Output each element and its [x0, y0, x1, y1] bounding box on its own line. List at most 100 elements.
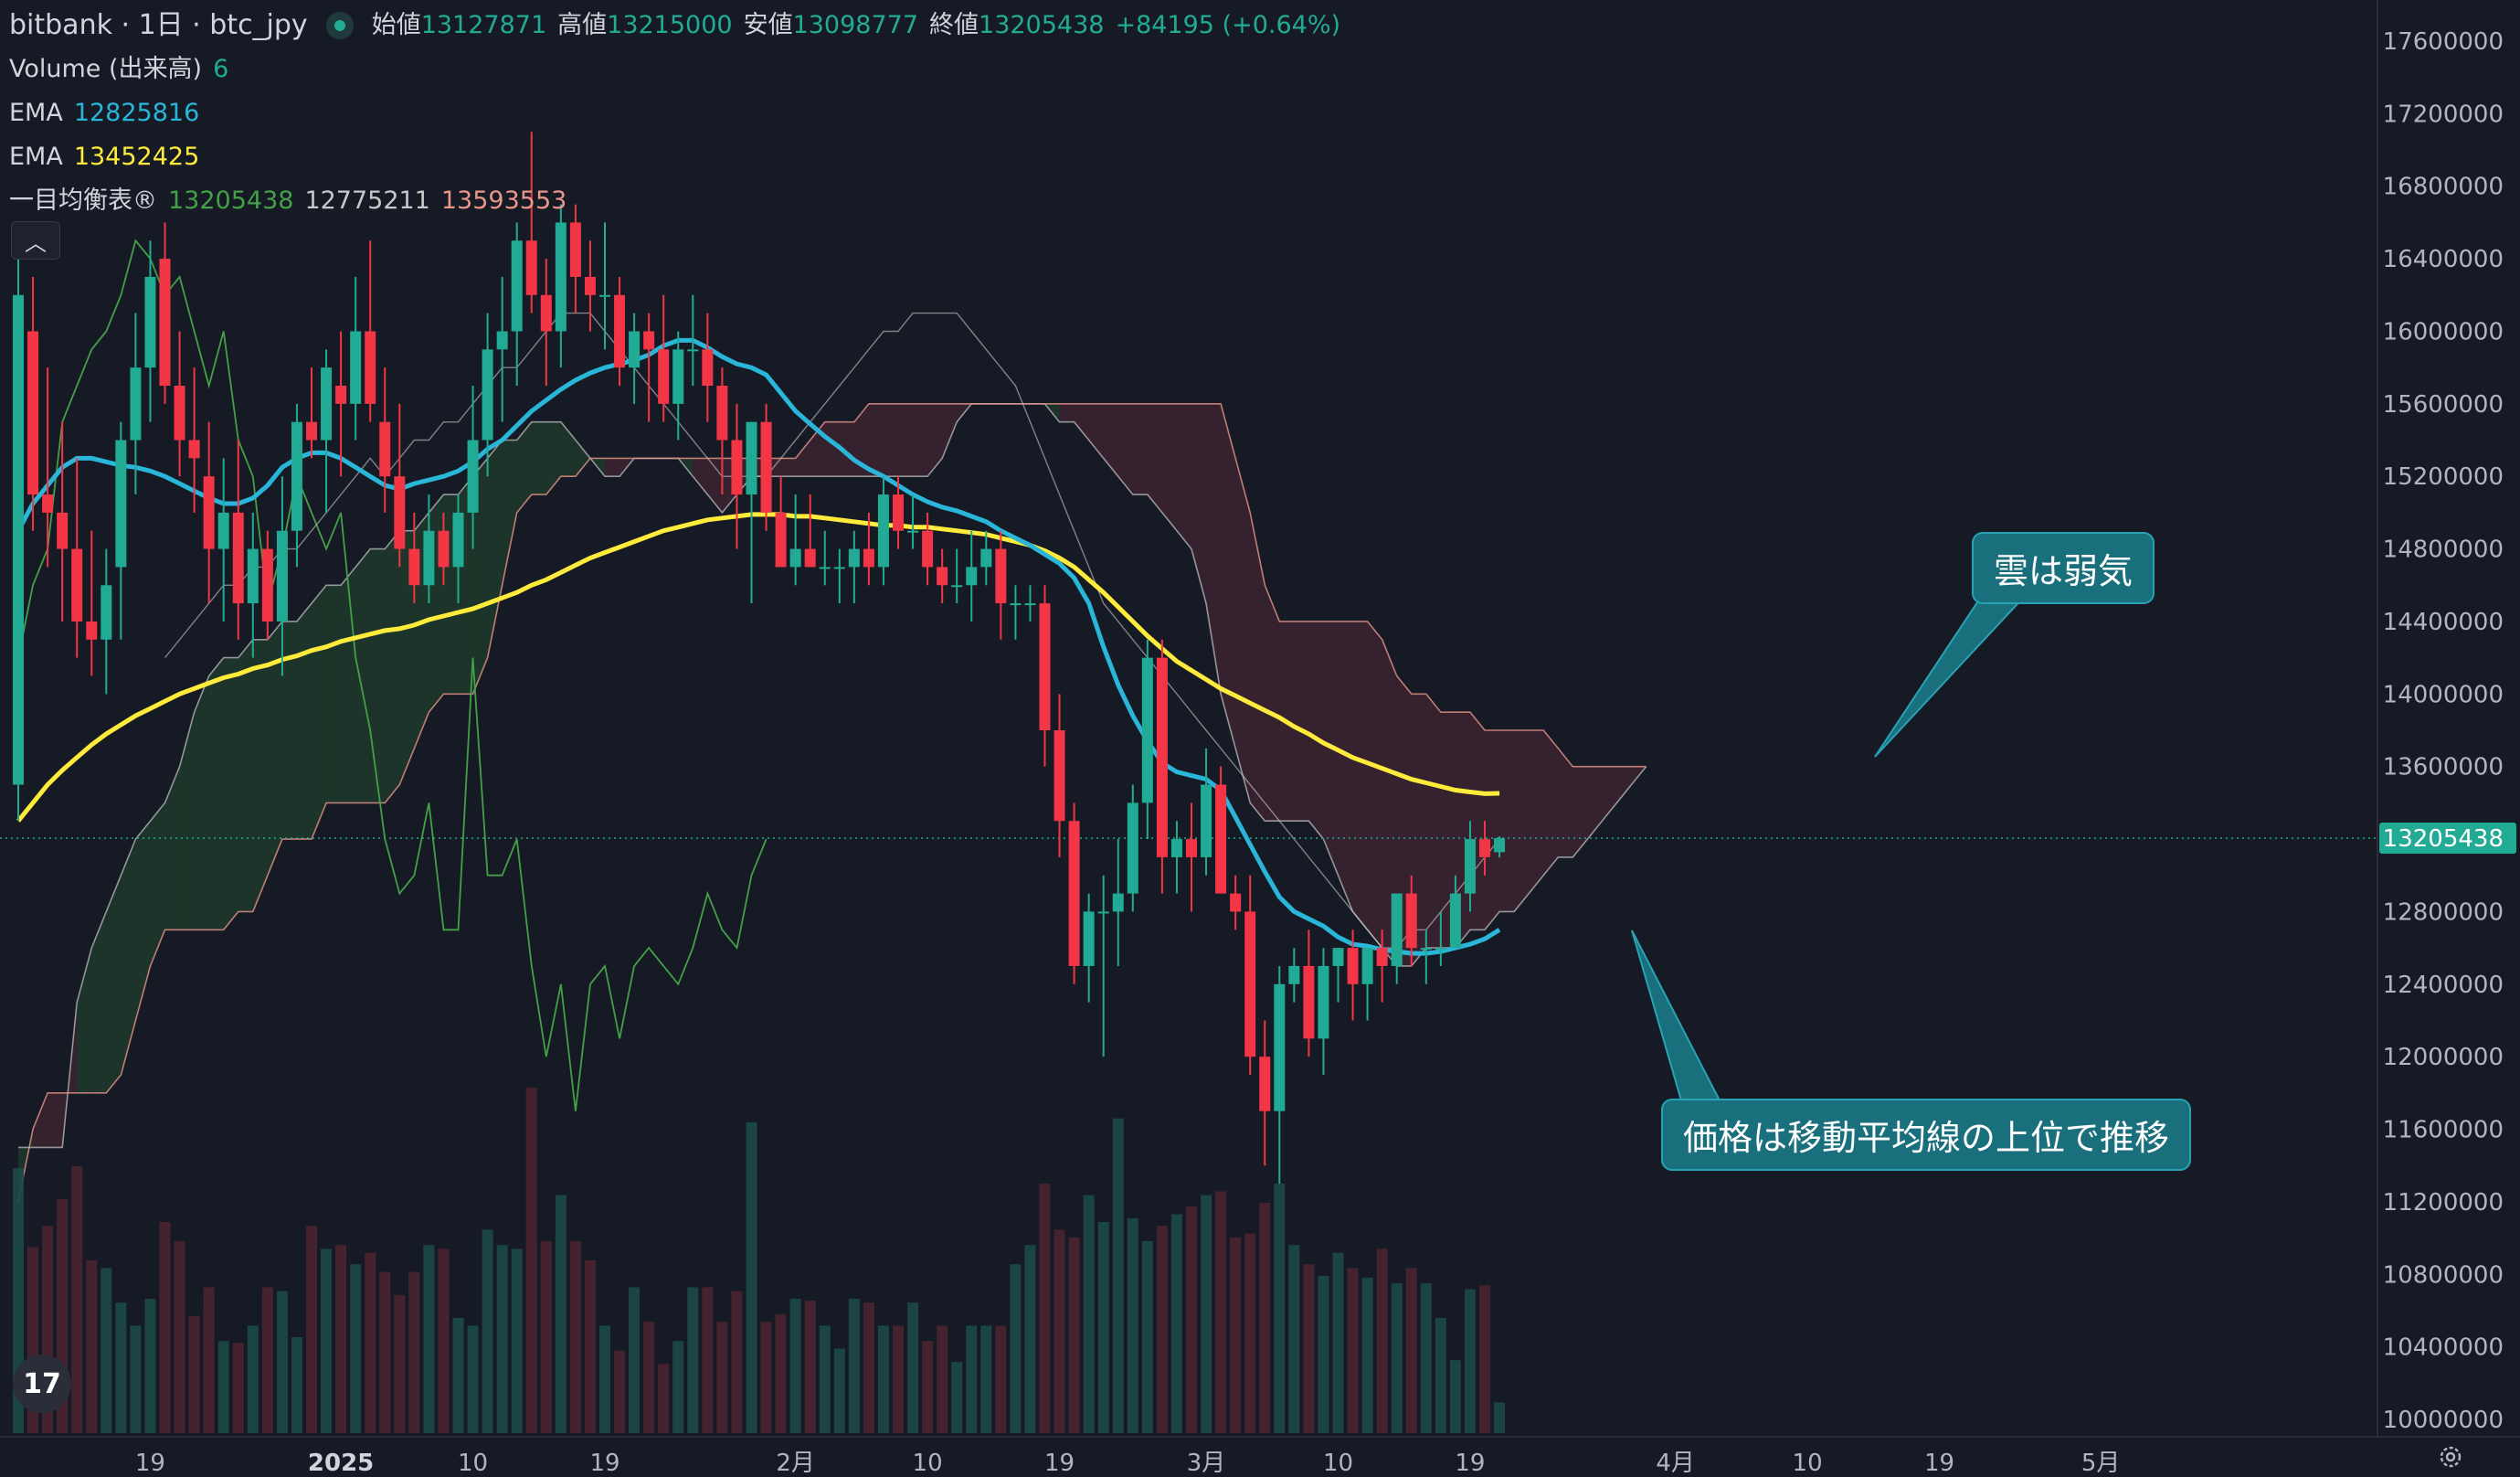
candle[interactable]	[907, 494, 919, 549]
candle[interactable]	[188, 367, 200, 513]
cloud-callout[interactable]: 雲は弱気	[1972, 532, 2155, 604]
gear-icon[interactable]	[2438, 1444, 2463, 1470]
candle[interactable]	[101, 548, 112, 695]
candle[interactable]	[995, 530, 1007, 640]
ichimoku-legend-row[interactable]: 一目均衡表® 13205438 12775211 13593553	[9, 179, 1340, 223]
candle[interactable]	[452, 494, 464, 604]
candle[interactable]	[115, 421, 127, 640]
candle[interactable]	[746, 421, 757, 604]
candle[interactable]	[1201, 748, 1212, 876]
candle[interactable]	[291, 403, 302, 568]
candle[interactable]	[599, 222, 610, 350]
candle[interactable]	[922, 512, 934, 586]
candle[interactable]	[525, 132, 537, 313]
candle[interactable]	[1318, 948, 1329, 1075]
candle[interactable]	[1244, 875, 1256, 1075]
candle[interactable]	[1127, 784, 1138, 912]
candle[interactable]	[863, 512, 874, 586]
candle[interactable]	[1420, 930, 1432, 984]
candle[interactable]	[438, 512, 450, 586]
tradingview-logo[interactable]: 17	[13, 1355, 71, 1413]
candle[interactable]	[1054, 694, 1065, 857]
candle[interactable]	[203, 421, 215, 604]
candle[interactable]	[833, 548, 845, 604]
candle[interactable]	[130, 313, 142, 495]
candle[interactable]	[1215, 766, 1227, 894]
candle[interactable]	[672, 331, 684, 441]
candle[interactable]	[1494, 836, 1506, 858]
candle[interactable]	[1274, 965, 1286, 1185]
candle[interactable]	[966, 530, 978, 622]
candle[interactable]	[276, 476, 288, 676]
candle[interactable]	[159, 222, 171, 404]
candle[interactable]	[217, 458, 229, 622]
candle[interactable]	[1156, 639, 1168, 894]
candle[interactable]	[1435, 911, 1446, 966]
candle[interactable]	[467, 386, 479, 549]
candle[interactable]	[1024, 585, 1036, 622]
candle[interactable]	[775, 476, 787, 568]
candle[interactable]	[848, 530, 860, 604]
candle[interactable]	[365, 240, 376, 422]
candle[interactable]	[482, 313, 493, 477]
candle[interactable]	[760, 403, 772, 531]
collapse-legend-button[interactable]: ︿	[11, 221, 60, 260]
candle[interactable]	[394, 403, 406, 568]
candle[interactable]	[1039, 585, 1051, 767]
candle[interactable]	[789, 494, 801, 586]
candle[interactable]	[1332, 948, 1344, 1003]
symbol-title[interactable]: bitbank · 1日 · btc_jpy	[9, 9, 308, 41]
candle[interactable]	[980, 530, 992, 586]
candle[interactable]	[1464, 821, 1476, 912]
candle[interactable]	[658, 294, 670, 422]
candle[interactable]	[1391, 893, 1403, 984]
candle[interactable]	[232, 440, 244, 640]
candle[interactable]	[1083, 893, 1095, 1003]
candle[interactable]	[1303, 930, 1315, 1057]
candle[interactable]	[247, 512, 259, 658]
candle[interactable]	[1186, 802, 1197, 912]
candle[interactable]	[1405, 875, 1417, 966]
candle[interactable]	[951, 548, 963, 604]
candle[interactable]	[57, 421, 69, 622]
candle[interactable]	[702, 313, 714, 422]
candle[interactable]	[937, 548, 948, 604]
candle[interactable]	[893, 476, 904, 549]
volume-legend-row[interactable]: Volume (出来高) 6	[9, 48, 1340, 91]
candle[interactable]	[716, 367, 728, 495]
candle[interactable]	[804, 494, 816, 568]
candle[interactable]	[321, 349, 333, 513]
candle[interactable]	[379, 367, 391, 513]
candle[interactable]	[629, 313, 641, 404]
candle[interactable]	[86, 530, 98, 676]
candle[interactable]	[350, 276, 362, 441]
candle[interactable]	[1376, 930, 1388, 1003]
candle[interactable]	[71, 458, 83, 658]
candle[interactable]	[42, 367, 54, 568]
candle[interactable]	[144, 240, 156, 422]
candle[interactable]	[13, 259, 24, 822]
candle[interactable]	[731, 403, 743, 549]
price-axis[interactable]: 17600000 17200000 16800000 16400000 16000000…	[2377, 0, 2520, 1437]
candle[interactable]	[1068, 802, 1080, 984]
candle[interactable]	[496, 276, 508, 422]
candle[interactable]	[687, 294, 699, 386]
candle[interactable]	[1097, 875, 1109, 1057]
candle[interactable]	[540, 259, 552, 386]
candle[interactable]	[555, 204, 566, 368]
candle[interactable]	[335, 331, 347, 477]
ema-fast-legend-row[interactable]: EMA 12825816	[9, 91, 1340, 135]
candle[interactable]	[423, 494, 435, 604]
candle[interactable]	[1141, 639, 1153, 840]
candle[interactable]	[1259, 1020, 1271, 1166]
candle[interactable]	[1170, 821, 1182, 894]
candle[interactable]	[1230, 875, 1242, 930]
candle[interactable]	[306, 367, 317, 459]
candle[interactable]	[1347, 930, 1359, 1021]
candle[interactable]	[1449, 875, 1461, 949]
candle[interactable]	[511, 222, 523, 386]
candle[interactable]	[877, 476, 889, 586]
candle[interactable]	[1288, 948, 1300, 1003]
candle[interactable]	[1361, 948, 1373, 1021]
